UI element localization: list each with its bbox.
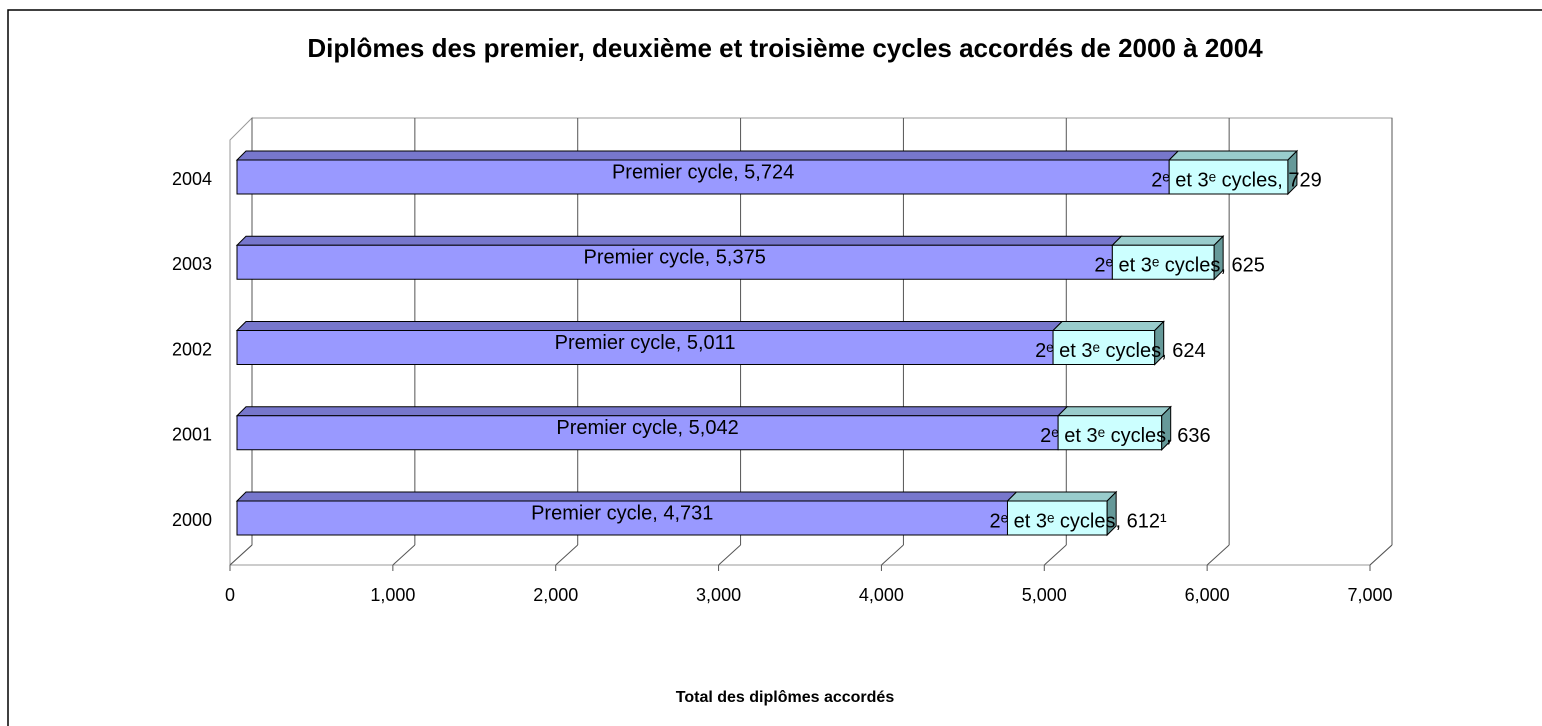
floor-grid-line xyxy=(1043,544,1067,566)
x-tick-label: 5,000 xyxy=(1022,585,1067,605)
data-label: 2ᵉ et 3ᵉ cycles, 624 xyxy=(1035,340,1206,362)
x-tick-label: 7,000 xyxy=(1347,585,1392,605)
data-label: Premier cycle, 5,042 xyxy=(556,417,738,439)
bar-top xyxy=(1167,150,1299,161)
bar-side xyxy=(1106,490,1117,537)
bar xyxy=(1168,159,1289,195)
bar-side xyxy=(1154,320,1165,366)
bar-top xyxy=(1006,491,1118,502)
y-tick-label: 2002 xyxy=(172,339,212,359)
x-tick-label: 2,000 xyxy=(533,585,578,605)
data-label: 2ᵉ et 3ᵉ cycles, 729 xyxy=(1151,169,1322,191)
bar-top xyxy=(235,150,1180,161)
bar-top xyxy=(235,321,1064,331)
bar xyxy=(236,415,1059,451)
floor-grid-line xyxy=(392,544,416,566)
bar xyxy=(1057,415,1163,451)
bar-top xyxy=(235,406,1069,417)
data-label: 2ᵉ et 3ᵉ cycles, 636 xyxy=(1040,425,1211,447)
bar-top xyxy=(235,235,1123,246)
data-label: Premier cycle, 5,011 xyxy=(555,332,736,354)
bar xyxy=(236,244,1113,280)
x-tick-label: 1,000 xyxy=(370,585,415,605)
data-label: 2ᵉ et 3ᵉ cycles, 625 xyxy=(1094,255,1265,277)
bar xyxy=(236,330,1054,365)
floor-grid-line xyxy=(881,544,904,566)
bar-top xyxy=(235,491,1018,502)
y-tick-label: 2000 xyxy=(172,510,212,530)
y-tick-label: 2001 xyxy=(172,425,212,445)
y-tick-label: 2003 xyxy=(172,254,212,274)
floor-grid-line xyxy=(718,544,741,566)
data-label: Premier cycle, 4,731 xyxy=(531,502,713,524)
bar-top xyxy=(1111,235,1225,246)
x-tick-label: 6,000 xyxy=(1185,585,1230,605)
floor-grid-line xyxy=(1206,544,1230,566)
x-tick-label: 0 xyxy=(225,585,235,605)
bar-top xyxy=(1051,321,1165,331)
bar xyxy=(236,159,1170,195)
data-label: Premier cycle, 5,724 xyxy=(612,161,794,183)
data-label: 2ᵉ et 3ᵉ cycles, 612¹ xyxy=(989,510,1167,532)
floor-grid-line xyxy=(229,544,253,566)
bar-top xyxy=(1056,406,1172,417)
x-tick-label: 3,000 xyxy=(696,585,741,605)
y-tick-label: 2004 xyxy=(172,169,212,189)
floor-grid-line xyxy=(555,544,579,566)
x-tick-label: 4,000 xyxy=(859,585,904,605)
data-label: Premier cycle, 5,375 xyxy=(584,247,766,269)
floor-grid-line xyxy=(1369,544,1393,566)
bar-side xyxy=(1161,405,1172,451)
chart-frame xyxy=(7,9,1542,726)
chart-title: Diplômes des premier, deuxième et troisi… xyxy=(307,33,1263,63)
bar-side xyxy=(1287,149,1298,196)
x-axis-title: Total des diplômes accordés xyxy=(676,689,895,706)
bar-side xyxy=(1213,235,1224,281)
